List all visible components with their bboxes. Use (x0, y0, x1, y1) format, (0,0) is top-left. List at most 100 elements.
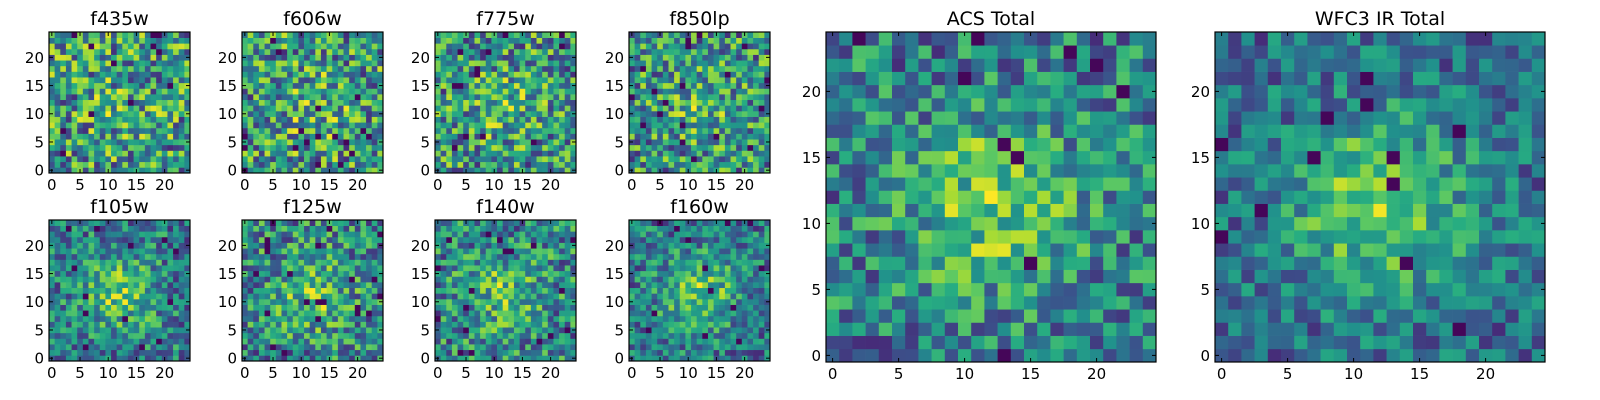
heatmap-cell (122, 144, 129, 151)
heatmap-cell (139, 60, 146, 67)
heatmap-cell (559, 167, 566, 174)
heatmap-cell (71, 110, 78, 117)
heatmap-cell (553, 144, 560, 151)
heatmap-cell (133, 248, 140, 255)
heatmap-cell (707, 110, 714, 117)
heatmap-cell (161, 48, 168, 55)
heatmap-cell (719, 310, 726, 317)
heatmap-cell (457, 242, 464, 249)
heatmap-cell (508, 105, 515, 112)
heatmap-cell (753, 43, 760, 50)
heatmap-cell (702, 43, 709, 50)
heatmap-cell (94, 253, 101, 260)
heatmap-cell (651, 110, 658, 117)
heatmap-cell (640, 99, 647, 106)
heatmap-cell (281, 332, 288, 339)
heatmap-cell (634, 161, 641, 168)
heatmap-cell (366, 282, 373, 289)
heatmap-cell (502, 150, 509, 157)
heatmap-cell (304, 259, 311, 266)
heatmap-cell (468, 270, 475, 277)
heatmap-cell (736, 150, 743, 157)
heatmap-cell (502, 321, 509, 328)
heatmap-cell (371, 77, 378, 84)
heatmap-cell (724, 110, 731, 117)
heatmap-cell (564, 48, 571, 55)
heatmap-cell (139, 327, 146, 334)
heatmap-cell (332, 327, 339, 334)
heatmap-cell (332, 276, 339, 283)
heatmap-cell (82, 248, 89, 255)
heatmap-cell (640, 293, 647, 300)
heatmap-cell (502, 310, 509, 317)
heatmap-cell (139, 161, 146, 168)
heatmap-cell (173, 236, 180, 243)
heatmap-cell (502, 77, 509, 84)
heatmap-cell (111, 310, 118, 317)
heatmap-cell (502, 65, 509, 72)
heatmap-cell (513, 88, 520, 95)
heatmap-cell (564, 304, 571, 311)
heatmap-cell (116, 133, 123, 140)
heatmap-cell (685, 99, 692, 106)
heatmap-cell (645, 332, 652, 339)
heatmap-cell (298, 259, 305, 266)
heatmap-cell (270, 127, 277, 134)
heatmap-cell (451, 54, 458, 61)
heatmap-cell (497, 150, 504, 157)
heatmap-cell (366, 265, 373, 272)
heatmap-cell (270, 304, 277, 311)
heatmap-cell (468, 65, 475, 72)
heatmap-cell (105, 37, 112, 44)
heatmap-cell (167, 265, 174, 272)
heatmap-cell (173, 338, 180, 345)
heatmap-cell (542, 65, 549, 72)
heatmap-cell (758, 88, 765, 95)
heatmap-cell (377, 32, 384, 38)
heatmap-cell (730, 60, 737, 67)
heatmap-cell (150, 355, 157, 362)
heatmap-cell (741, 54, 748, 61)
heatmap-cell (77, 77, 84, 84)
heatmap-cell (65, 71, 72, 78)
heatmap-cell (144, 293, 151, 300)
heatmap-cell (724, 161, 731, 168)
heatmap-cell (668, 161, 675, 168)
heatmap-cell (258, 276, 265, 283)
heatmap-cell (65, 110, 72, 117)
heatmap-cell (349, 327, 356, 334)
heatmap-cell (451, 236, 458, 243)
heatmap-cell (377, 259, 384, 266)
y-tick-label: 20 (218, 49, 237, 67)
heatmap-cell (275, 242, 282, 249)
heatmap-cell (497, 338, 504, 345)
heatmap-cell (264, 225, 271, 232)
heatmap-cell (519, 332, 526, 339)
heatmap-cell (435, 315, 441, 322)
heatmap-cell (354, 48, 361, 55)
heatmap-cell (753, 32, 760, 38)
heatmap-cell (536, 355, 543, 362)
heatmap-cell (753, 327, 760, 334)
heatmap-cell (491, 304, 498, 311)
heatmap-cell (634, 293, 641, 300)
heatmap-cell (161, 248, 168, 255)
heatmap-cell (54, 344, 61, 351)
heatmap-cell (320, 32, 327, 38)
heatmap-cell (485, 71, 492, 78)
heatmap-cell (371, 287, 378, 294)
heatmap-cell (247, 77, 254, 84)
heatmap-cell (457, 276, 464, 283)
heatmap-cell (127, 242, 134, 249)
heatmap-cell (309, 77, 316, 84)
heatmap-cell (371, 60, 378, 67)
heatmap-cell (178, 248, 185, 255)
heatmap-cell (753, 54, 760, 61)
heatmap-cell (343, 315, 350, 322)
heatmap-cell (77, 225, 84, 232)
heatmap-cell (559, 265, 566, 272)
heatmap-cell (315, 127, 322, 134)
heatmap-cell (559, 332, 566, 339)
heatmap-cell (657, 349, 664, 356)
heatmap-cell (640, 167, 647, 174)
